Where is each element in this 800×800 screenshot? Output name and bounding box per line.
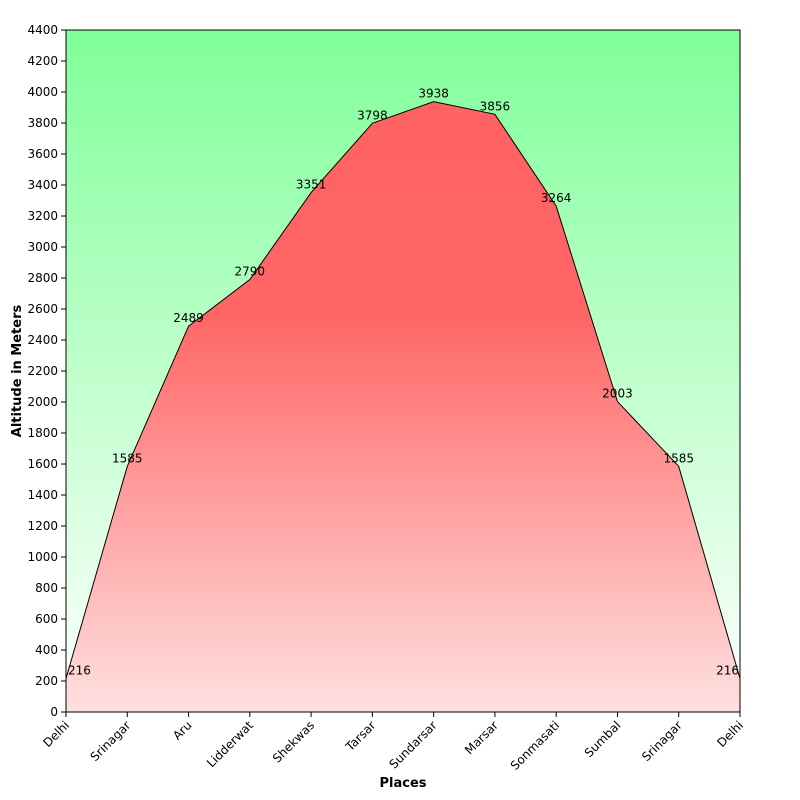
x-tick-label: Srinagar bbox=[88, 718, 134, 764]
y-tick-label: 3800 bbox=[27, 116, 58, 130]
data-label: 2003 bbox=[602, 387, 633, 401]
data-label: 2790 bbox=[235, 265, 266, 279]
y-tick-label: 2000 bbox=[27, 395, 58, 409]
x-axis-title: Places bbox=[379, 776, 426, 791]
data-label: 2489 bbox=[173, 311, 204, 325]
x-tick-label: Sonmasati bbox=[508, 718, 563, 773]
y-axis: 0 200 400 600 800 1000 1200 1400 1600 1800 2000 220… bbox=[27, 23, 66, 719]
data-label: 1585 bbox=[663, 451, 694, 465]
series-area bbox=[66, 101, 740, 713]
y-tick-label: 0 bbox=[50, 705, 58, 719]
y-tick-label: 4000 bbox=[27, 85, 58, 99]
x-tick-label: Marsar bbox=[462, 718, 501, 757]
y-tick-label: 200 bbox=[35, 674, 58, 688]
data-labels: 216 1585 2489 2790 3351 3798 3938 3856 3264 2003 1… bbox=[68, 87, 739, 678]
y-tick-label: 3200 bbox=[27, 209, 58, 223]
x-tick-label: Lidderwat bbox=[204, 718, 256, 770]
y-tick-label: 2400 bbox=[27, 333, 58, 347]
y-tick-label: 2800 bbox=[27, 271, 58, 285]
area-layer bbox=[65, 101, 741, 713]
y-tick-label: 4200 bbox=[27, 54, 58, 68]
x-tick-label: Delhi bbox=[714, 718, 746, 750]
data-label: 3351 bbox=[296, 178, 327, 192]
x-tick-label: Shekwas bbox=[270, 718, 317, 765]
y-tick-label: 3400 bbox=[27, 178, 58, 192]
data-label: 3798 bbox=[357, 108, 388, 122]
x-tick-label: Sumbal bbox=[582, 718, 624, 760]
y-tick-label: 1400 bbox=[27, 488, 58, 502]
x-tick-label: Srinagar bbox=[639, 718, 685, 764]
y-tick-label: 400 bbox=[35, 643, 58, 657]
y-axis-title: Altitude in Meters bbox=[10, 305, 25, 438]
series-line bbox=[65, 101, 741, 679]
data-label: 3856 bbox=[480, 99, 511, 113]
y-tick-label: 3600 bbox=[27, 147, 58, 161]
y-tick-label: 800 bbox=[35, 581, 58, 595]
data-label: 216 bbox=[716, 664, 739, 678]
y-tick-label: 2600 bbox=[27, 302, 58, 316]
x-tick-label: Aru bbox=[170, 718, 195, 743]
y-tick-label: 1000 bbox=[27, 550, 58, 564]
data-label: 1585 bbox=[112, 451, 143, 465]
y-tick-label: 4400 bbox=[27, 23, 58, 37]
y-tick-label: 600 bbox=[35, 612, 58, 626]
y-tick-label: 2200 bbox=[27, 364, 58, 378]
x-tick-label: Tarsar bbox=[342, 718, 378, 754]
data-label: 3938 bbox=[418, 87, 449, 101]
y-tick-label: 1200 bbox=[27, 519, 58, 533]
x-tick-label: Sundarsar bbox=[387, 718, 440, 771]
y-tick-label: 3000 bbox=[27, 240, 58, 254]
data-label: 216 bbox=[68, 664, 91, 678]
y-tick-label: 1600 bbox=[27, 457, 58, 471]
x-tick-label: Delhi bbox=[40, 718, 72, 750]
data-label: 3264 bbox=[541, 191, 572, 205]
x-axis: Delhi Srinagar Aru Lidderwat Shekwas Tarsar Su… bbox=[40, 712, 746, 773]
y-tick-label: 1800 bbox=[27, 426, 58, 440]
